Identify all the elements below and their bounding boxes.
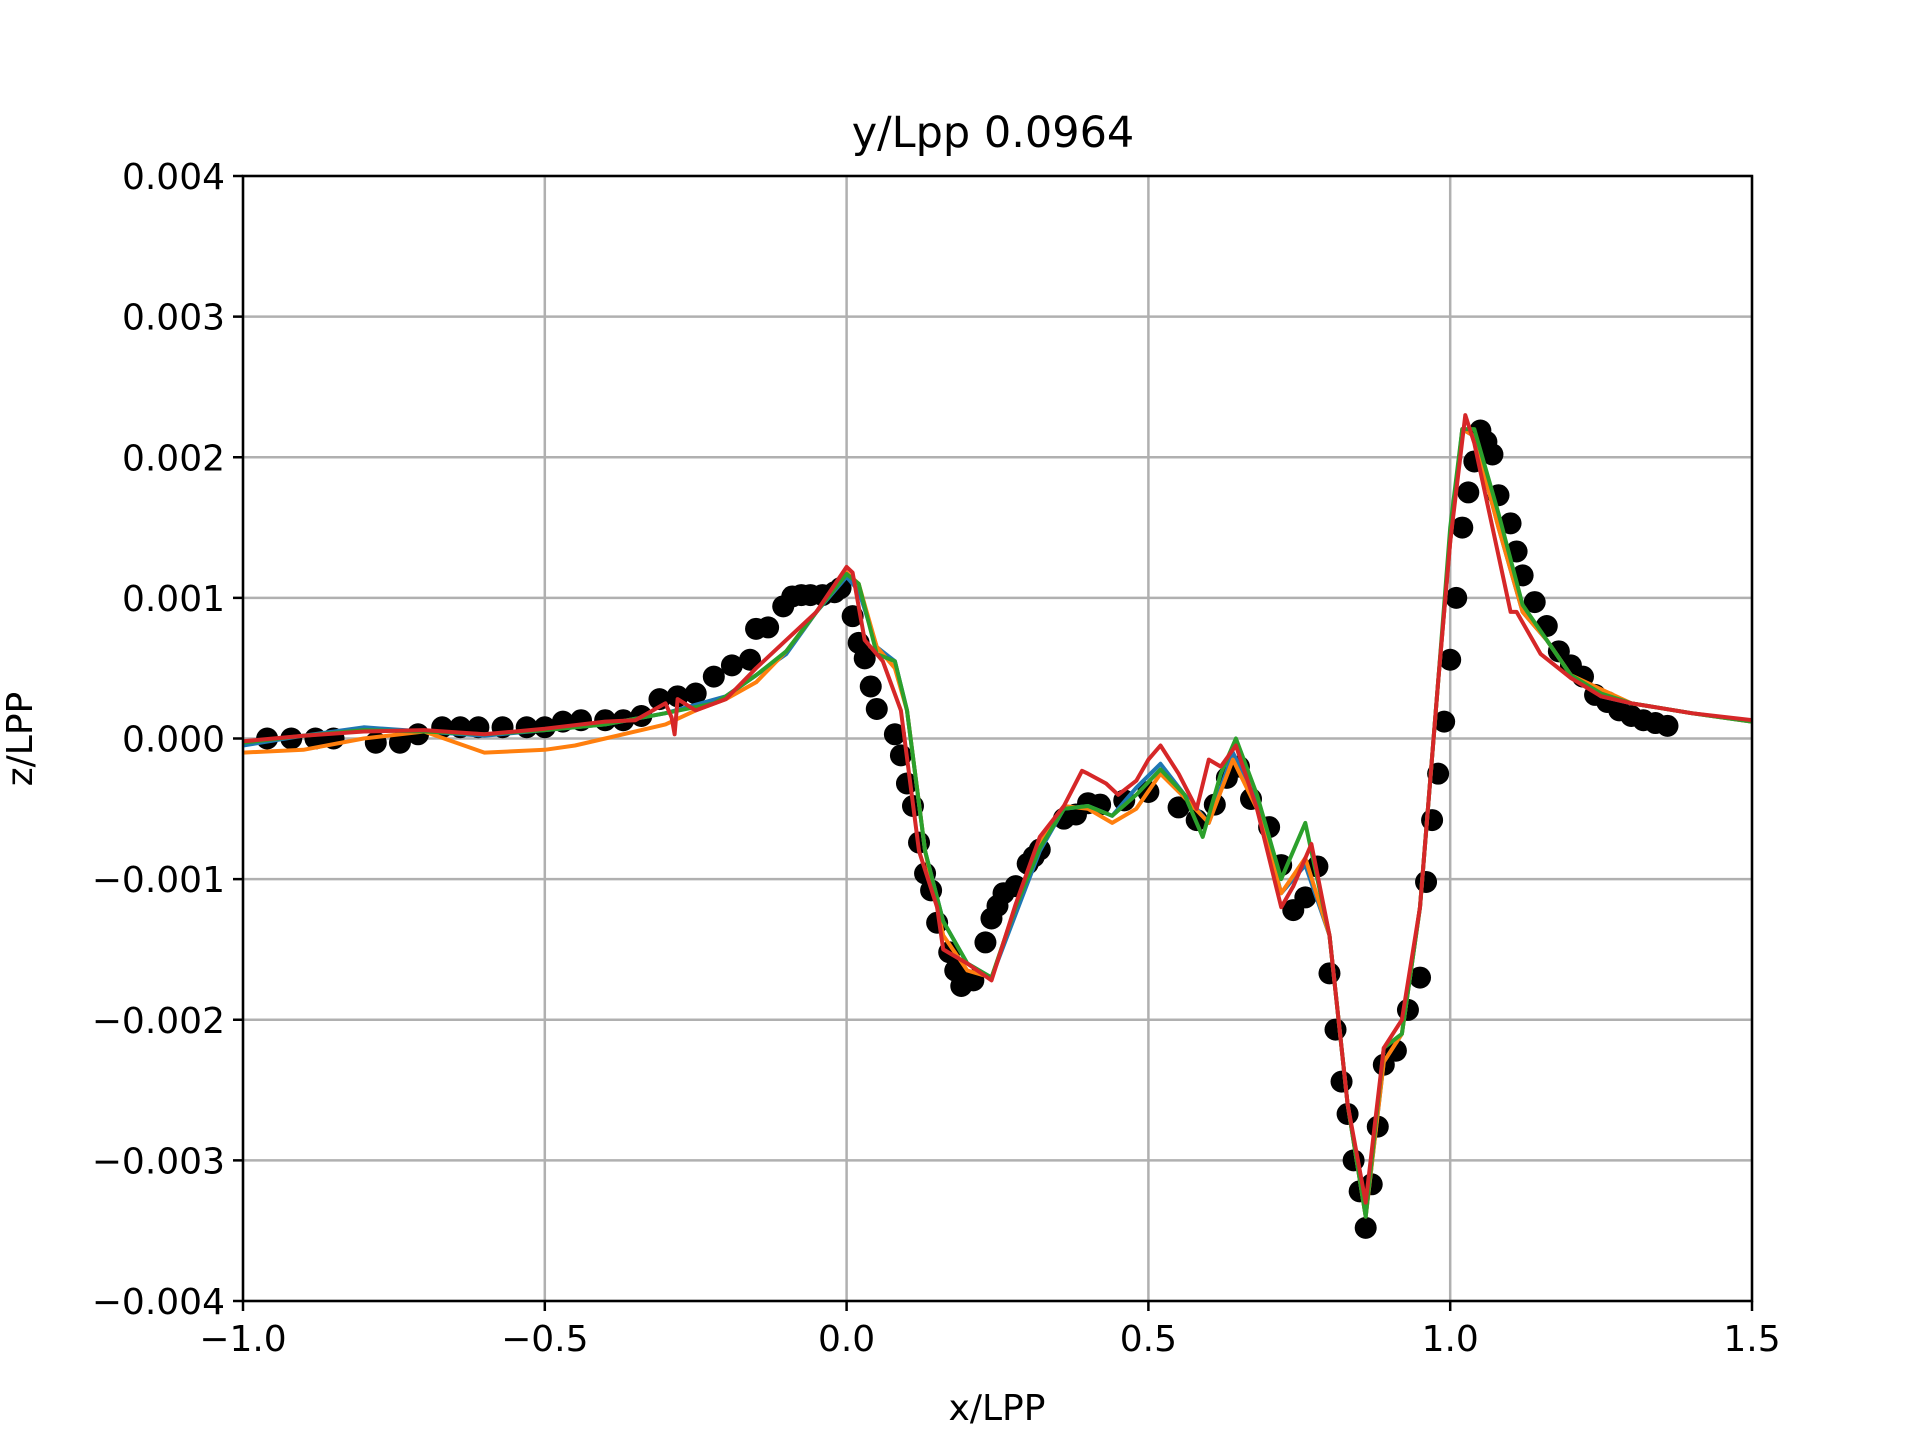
y-tick-label: −0.004 (92, 1282, 225, 1323)
chart-title: y/Lpp 0.0964 (852, 108, 1135, 158)
x-axis-label: x/LPP (949, 1388, 1046, 1429)
y-tick-label: 0.003 (122, 298, 225, 339)
data-point (974, 931, 997, 954)
y-tick-label: 0.002 (122, 438, 225, 479)
x-tick-label: 1.0 (1422, 1319, 1479, 1360)
plot-area (243, 413, 1752, 1239)
data-point (1415, 870, 1438, 893)
data-point (1330, 1070, 1353, 1093)
data-point (702, 665, 725, 688)
data-point (1294, 886, 1317, 909)
data-point (1451, 516, 1474, 539)
x-axis: −1.0 −0.5 0.0 0.5 1.0 1.5 (199, 1301, 1781, 1360)
data-point (757, 616, 780, 639)
data-point (1457, 481, 1480, 504)
data-point (1433, 710, 1456, 733)
x-tick-label: 0.0 (818, 1319, 875, 1360)
data-point (684, 682, 707, 705)
data-point (388, 731, 411, 754)
y-tick-label: 0.000 (122, 720, 225, 761)
y-tick-label: −0.003 (92, 1141, 225, 1182)
y-axis-label: z/LPP (0, 692, 41, 787)
y-tick-label: −0.001 (92, 860, 225, 901)
data-point (739, 648, 762, 671)
data-point (1324, 1018, 1347, 1041)
x-tick-label: 1.5 (1723, 1319, 1780, 1360)
y-axis: −0.004 −0.003 −0.002 −0.001 0.000 0.001 0.002 0… (92, 157, 243, 1323)
data-point (853, 647, 876, 670)
plot-marks (243, 413, 1752, 1239)
data-point (1354, 1216, 1377, 1239)
series-line-4 (243, 413, 1752, 1205)
data-point (1439, 648, 1462, 671)
x-tick-label: −1.0 (199, 1319, 286, 1360)
data-point (865, 697, 888, 720)
data-point (883, 723, 906, 746)
data-point (1318, 962, 1341, 985)
x-tick-label: −0.5 (501, 1319, 588, 1360)
data-point (1656, 714, 1679, 737)
y-tick-label: 0.001 (122, 579, 225, 620)
x-tick-label: 0.5 (1120, 1319, 1177, 1360)
data-point (859, 675, 882, 698)
y-tick-label: −0.002 (92, 1001, 225, 1042)
data-point (720, 654, 743, 677)
data-point (1499, 512, 1522, 535)
data-point (1445, 586, 1468, 609)
data-point (1481, 443, 1504, 466)
y-tick-label: 0.004 (122, 157, 225, 198)
data-point (1523, 591, 1546, 614)
data-point (1167, 796, 1190, 819)
data-point (1409, 966, 1432, 989)
